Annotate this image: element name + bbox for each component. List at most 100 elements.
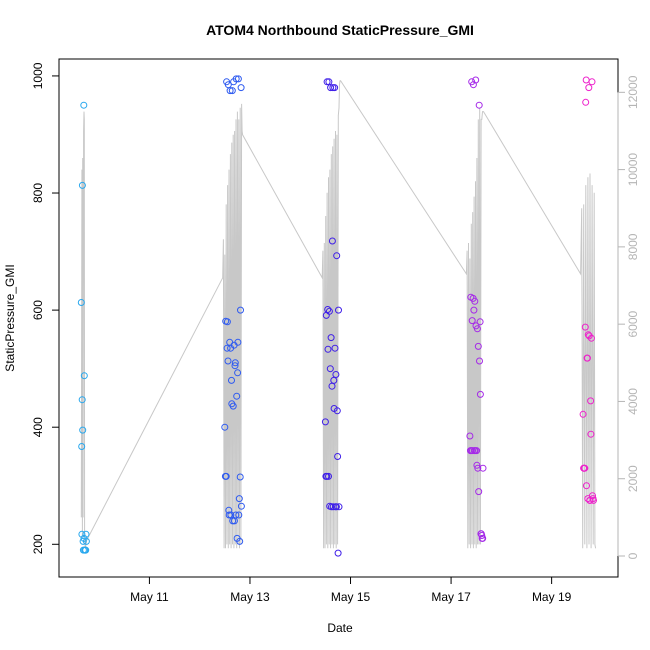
points-layer [77, 75, 597, 557]
data-point [231, 359, 239, 367]
y-tick-label: 400 [31, 417, 45, 437]
data-point [473, 461, 481, 469]
x-tick-label: May 17 [431, 590, 471, 604]
x-axis: May 11 May 13 May 15 May 17 May 19 [130, 577, 572, 604]
data-point [321, 418, 329, 426]
data-point [579, 410, 587, 418]
data-point [468, 317, 476, 325]
data-point [588, 78, 596, 86]
data-point [474, 342, 482, 350]
data-point [234, 338, 242, 346]
y-tick-label: 600 [31, 300, 45, 320]
data-point [232, 75, 240, 83]
data-point [78, 396, 86, 404]
x-axis-label: Date [327, 621, 353, 635]
y-tick-label: 1000 [31, 62, 45, 89]
data-point [325, 472, 332, 480]
data-point [473, 325, 481, 333]
data-point [475, 101, 483, 109]
data-point [331, 344, 339, 352]
data-point [223, 344, 231, 352]
data-point [78, 181, 86, 189]
data-point [82, 537, 90, 545]
data-point [235, 495, 243, 503]
data-point [231, 362, 239, 370]
data-point [585, 332, 593, 340]
data-point [233, 392, 241, 400]
data-point [581, 464, 589, 472]
data-point [590, 496, 597, 504]
data-point [335, 306, 342, 314]
data-point [236, 537, 244, 545]
data-point [478, 532, 486, 539]
data-point [325, 307, 333, 315]
data-point [585, 84, 593, 92]
data-point [327, 84, 335, 92]
data-point [334, 453, 342, 460]
chart-title: ATOM4 Northbound StaticPressure_GMI [206, 22, 474, 38]
data-point [333, 407, 341, 415]
data-point [78, 530, 86, 538]
data-point [223, 318, 231, 326]
x-tick-label: May 11 [130, 590, 169, 604]
right-tick-label: 2000 [626, 465, 640, 492]
data-point [78, 443, 86, 450]
right-tick-label: 4000 [626, 388, 640, 415]
data-point [226, 87, 234, 95]
data-point [583, 354, 591, 362]
data-point [472, 76, 480, 84]
right-tick-label: 12000 [626, 75, 640, 109]
data-point [479, 534, 487, 542]
data-point [235, 511, 243, 519]
data-point [324, 345, 332, 353]
data-point [476, 390, 484, 398]
right-tick-label: 0 [626, 552, 640, 559]
data-point [476, 357, 483, 365]
data-point [582, 98, 590, 106]
data-point [222, 472, 230, 480]
data-point [476, 318, 484, 326]
data-point [335, 503, 343, 511]
secondary-line [80, 80, 597, 549]
data-point [334, 549, 342, 557]
data-point [466, 432, 474, 440]
data-point [80, 372, 88, 380]
right-tick-label: 6000 [626, 310, 640, 337]
data-point [237, 306, 244, 314]
data-point [82, 546, 90, 554]
data-point [224, 357, 232, 365]
data-point [331, 84, 339, 92]
data-point [587, 430, 595, 438]
data-point [237, 84, 245, 92]
data-point [324, 306, 332, 313]
data-point [79, 426, 87, 434]
data-point [228, 376, 235, 384]
data-point [473, 447, 481, 455]
y-tick-label: 200 [31, 534, 45, 554]
data-point [232, 511, 240, 519]
data-point [474, 464, 482, 472]
x-tick-label: May 13 [230, 590, 270, 604]
right-tick-label: 10000 [626, 153, 640, 187]
data-point [327, 334, 335, 342]
y-axis: 200 400 600 800 1000 [31, 62, 59, 554]
data-point [330, 376, 338, 384]
data-point [229, 402, 237, 410]
data-point [583, 482, 590, 490]
data-point [77, 299, 85, 306]
data-point [581, 323, 589, 331]
data-point [479, 464, 487, 472]
data-point [236, 473, 244, 481]
data-point [587, 397, 595, 405]
data-point [333, 252, 341, 260]
data-point [237, 502, 245, 510]
data-point [234, 369, 242, 377]
data-point [589, 492, 596, 500]
data-point [587, 334, 595, 342]
data-point [82, 530, 90, 538]
data-point [470, 306, 478, 314]
data-point [228, 87, 236, 95]
y-axis-label: StaticPressure_GMI [3, 264, 17, 371]
right-tick-label: 8000 [626, 233, 640, 260]
